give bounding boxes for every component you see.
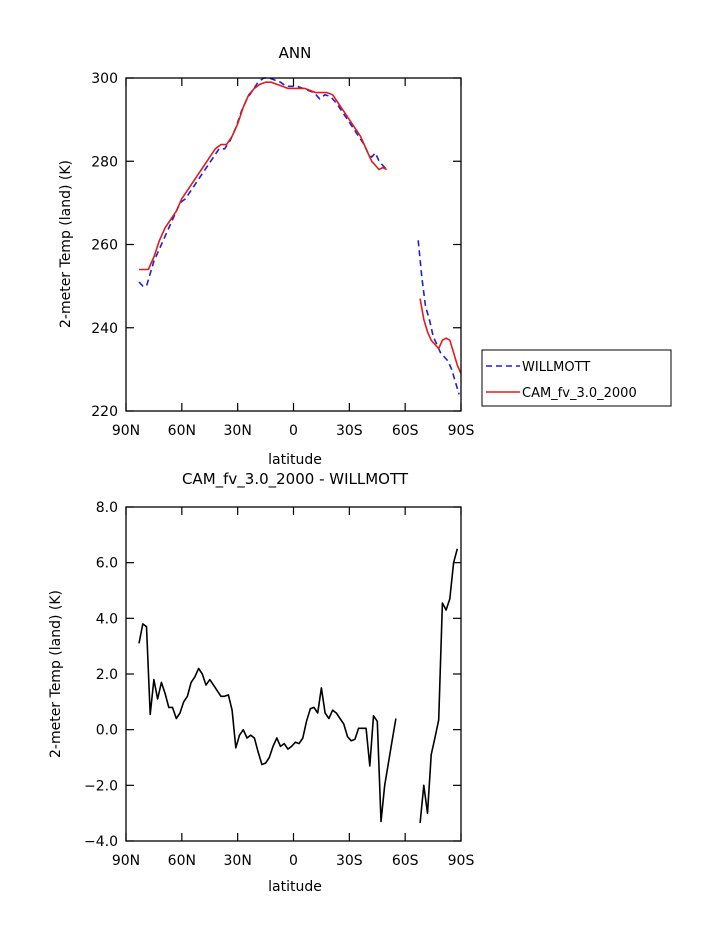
upper-x-tick-label: 30S xyxy=(336,423,363,439)
lower-y-tick-label: −2.0 xyxy=(84,778,118,794)
lower-series-difference-line xyxy=(419,548,459,823)
upper-series-willmott-line xyxy=(417,240,460,395)
lower-x-tick-label: 0 xyxy=(289,853,298,869)
lower-x-tick-label: 90N xyxy=(112,853,140,869)
upper-series-willmott-line xyxy=(138,77,388,287)
lower-y-axis-label: 2-meter Temp (land) (K) xyxy=(48,590,64,758)
upper-y-tick-label: 220 xyxy=(91,404,118,420)
upper-x-tick-label: 90N xyxy=(112,423,140,439)
lower-x-axis-label: latitude xyxy=(268,879,322,895)
lower-x-tick-label: 30S xyxy=(336,853,363,869)
lower-y-tick-label: 0.0 xyxy=(96,723,118,739)
upper-series-cam-fv-3-0-2000-line xyxy=(419,298,462,374)
upper-y-tick-label: 280 xyxy=(91,154,118,170)
lower-y-tick-label: 2.0 xyxy=(96,667,118,683)
lower-y-tick-label: −4.0 xyxy=(84,834,118,850)
lower-panel: CAM_fv_3.0_2000 - WILLMOTT 90N 60N 30N 0 30S… xyxy=(48,470,474,895)
lower-y-tick-label: 8.0 xyxy=(96,500,118,516)
upper-x-tick-label: 90S xyxy=(448,423,475,439)
lower-x-tick-label: 90S xyxy=(448,853,475,869)
legend-label-willmott: WILLMOTT xyxy=(522,360,590,375)
upper-y-tick-label: 240 xyxy=(91,321,118,337)
upper-x-tick-label: 60S xyxy=(392,423,419,439)
upper-panel: ANN 90N 60N 30N 0 30S 60S 90S 220 240 260 280 300 l… xyxy=(58,44,474,468)
lower-x-tick-label: 60N xyxy=(168,853,196,869)
upper-y-axis-label: 2-meter Temp (land) (K) xyxy=(58,160,74,328)
lower-y-tick-label: 4.0 xyxy=(96,611,118,627)
upper-x-tick-label: 60N xyxy=(168,423,196,439)
legend: WILLMOTT CAM_fv_3.0_2000 xyxy=(481,349,672,407)
lower-series-difference-line xyxy=(138,623,397,823)
legend-box xyxy=(481,349,672,407)
upper-series-cam-fv-3-0-2000-line xyxy=(139,81,387,271)
lower-title: CAM_fv_3.0_2000 - WILLMOTT xyxy=(182,470,409,489)
lower-x-tick-label: 30N xyxy=(224,853,252,869)
upper-title: ANN xyxy=(279,44,312,62)
upper-x-axis-label: latitude xyxy=(268,452,322,468)
lower-plot-frame xyxy=(125,506,462,842)
legend-label-cam: CAM_fv_3.0_2000 xyxy=(522,386,637,401)
upper-y-tick-label: 300 xyxy=(91,71,118,87)
upper-x-tick-label: 0 xyxy=(289,423,298,439)
lower-x-tick-label: 60S xyxy=(392,853,419,869)
upper-y-tick-label: 260 xyxy=(91,238,118,254)
upper-x-tick-label: 30N xyxy=(224,423,252,439)
upper-plot-frame xyxy=(125,77,462,412)
lower-y-tick-label: 6.0 xyxy=(96,556,118,572)
